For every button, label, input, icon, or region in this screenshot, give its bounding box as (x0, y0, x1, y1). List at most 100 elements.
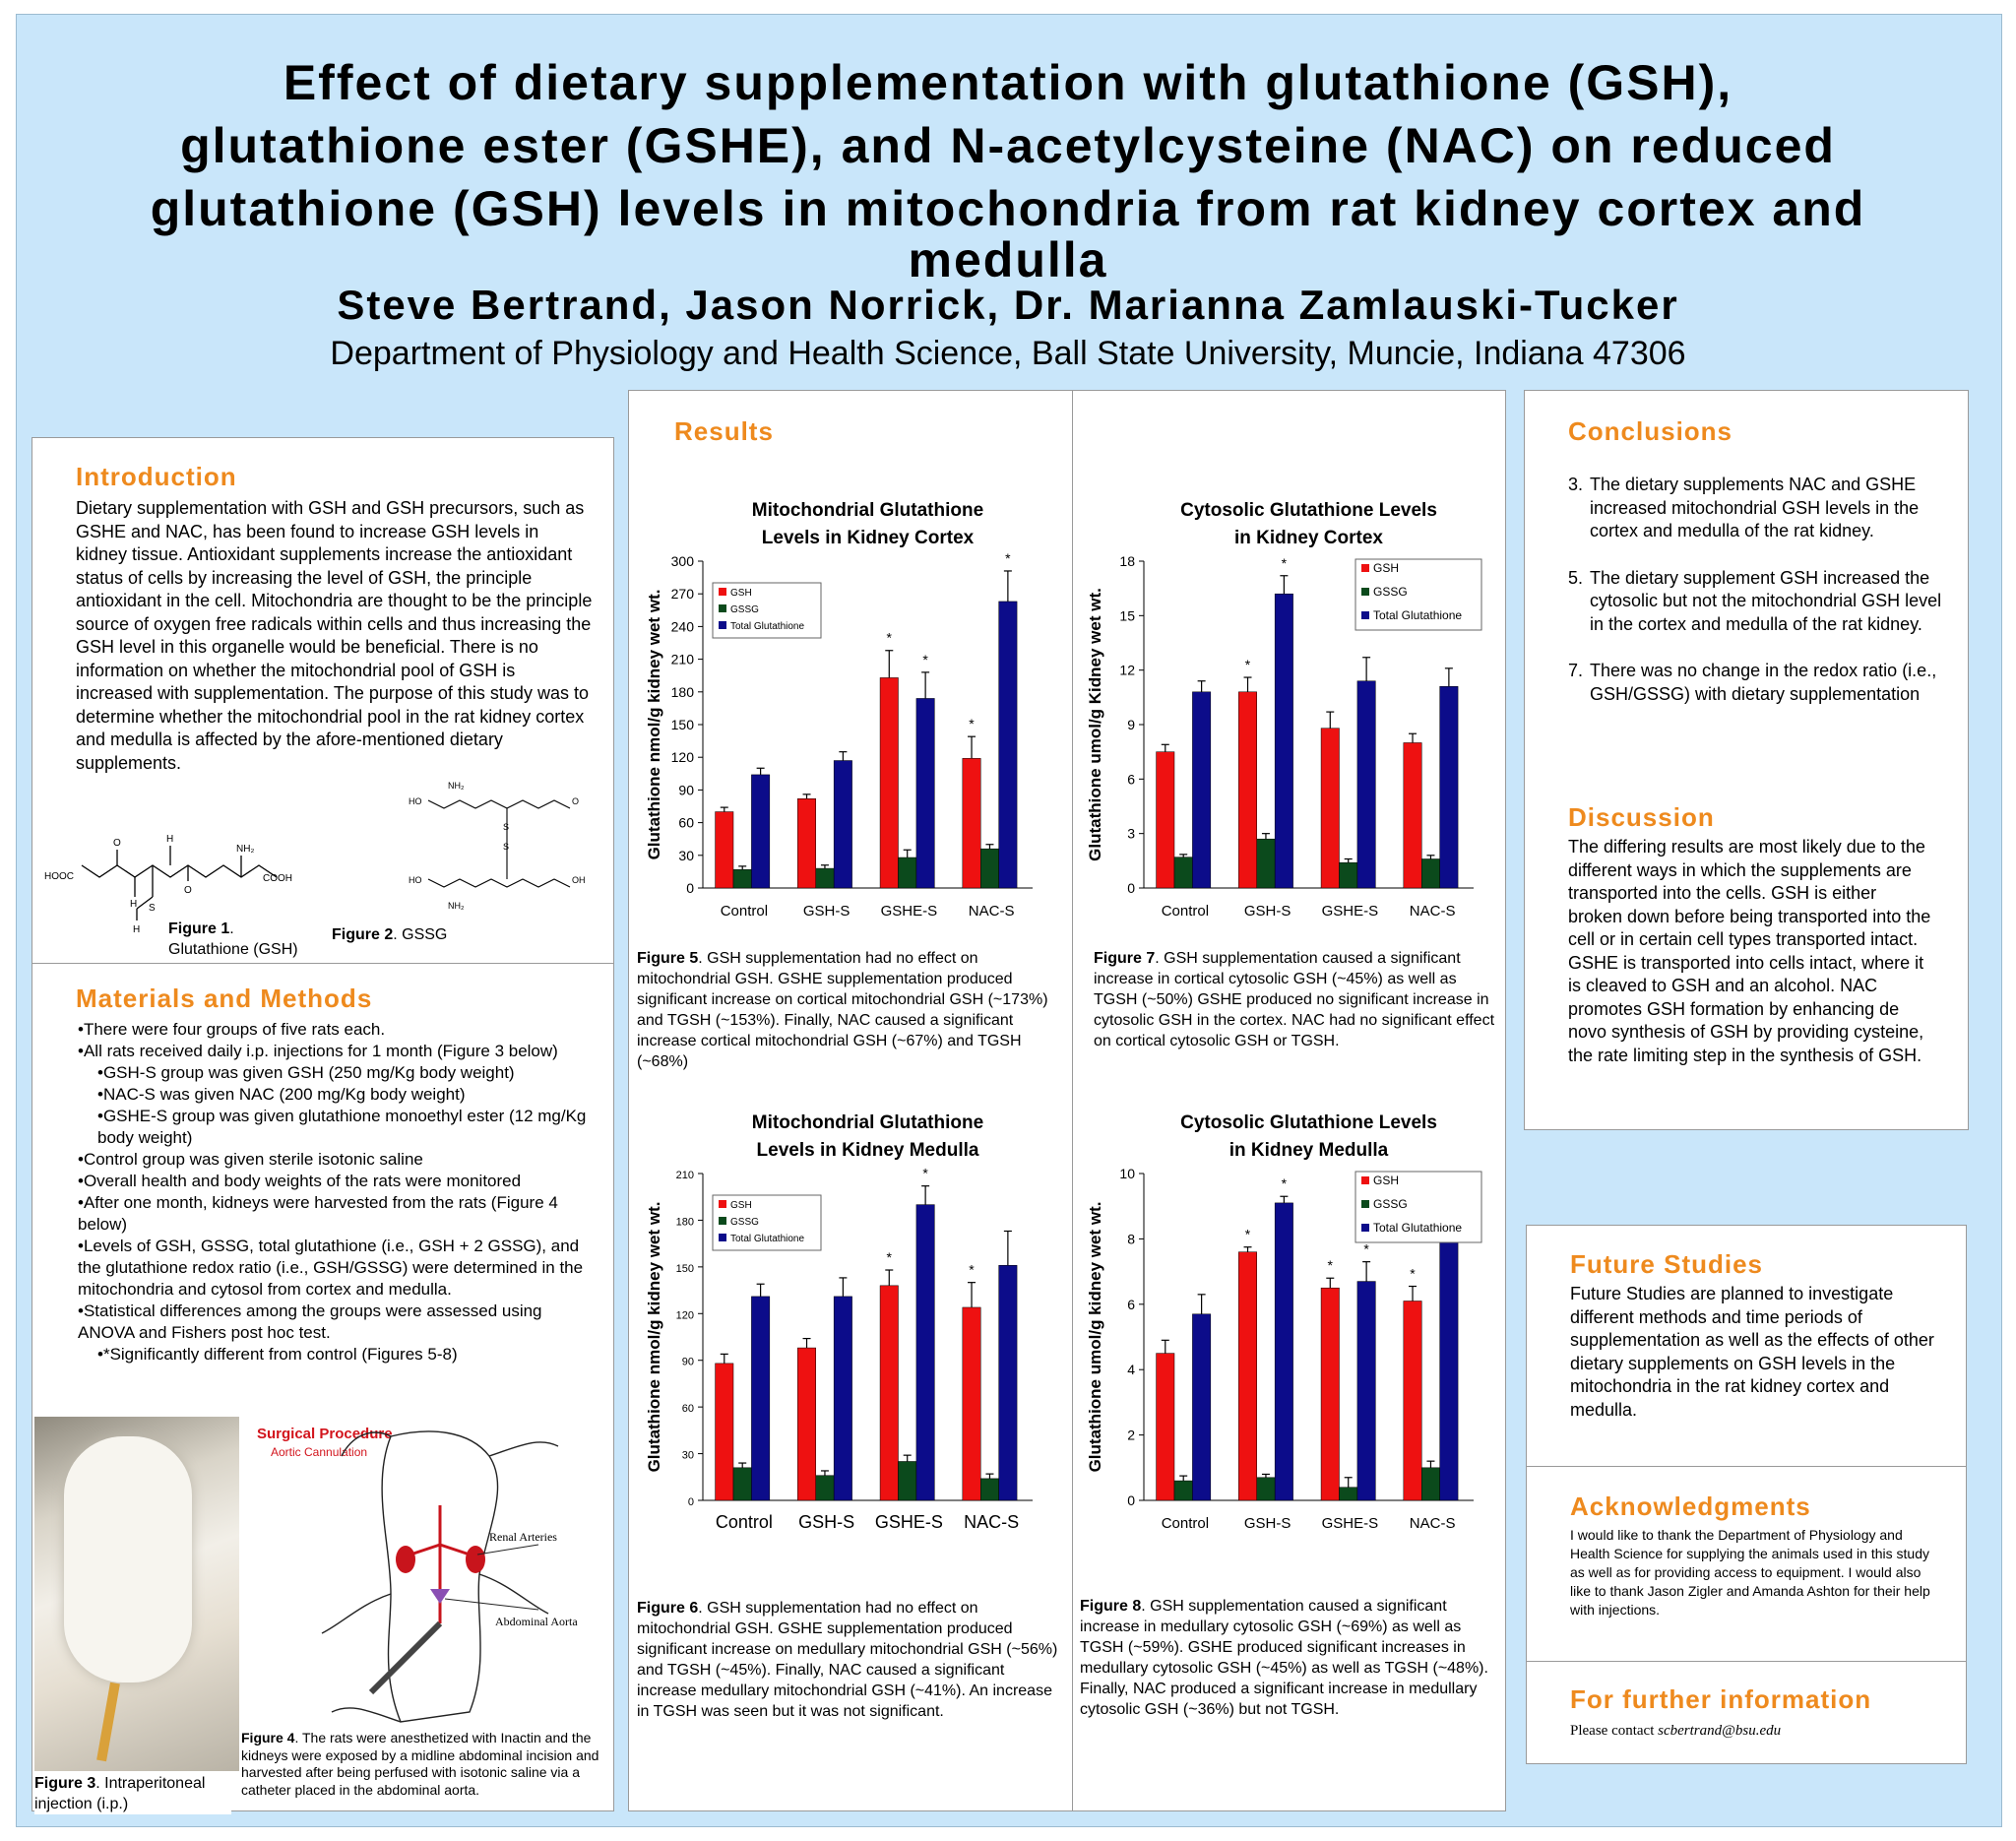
bar (1356, 1281, 1376, 1501)
title-line: glutathione (GSH) levels in mitochondria… (150, 181, 1866, 236)
bar (1156, 751, 1175, 889)
acknowledgments-divider (1527, 1661, 1966, 1662)
conclusion-item: 3. The dietary supplements NAC and GSHE i… (1568, 475, 1920, 540)
significance-marker: * (969, 1262, 975, 1278)
legend-label: Total Glutathione (730, 621, 804, 632)
figure-8-label: Figure 8 (1080, 1598, 1142, 1615)
x-tick-label: NAC-S (1410, 903, 1456, 920)
y-tick-label: 150 (671, 717, 695, 732)
abdominal-aorta-label: Abdominal Aorta (495, 1615, 578, 1628)
y-tick-label: 0 (686, 880, 694, 896)
surgical-title: Surgical Procedure (257, 1426, 393, 1442)
introduction-heading: Introduction (76, 462, 237, 491)
bar (879, 1285, 899, 1501)
legend-swatch (1361, 611, 1369, 619)
conclusion-item: 5. The dietary supplement GSH increased t… (1568, 567, 1942, 634)
bar (833, 1296, 852, 1501)
bar (732, 1467, 752, 1501)
surgical-drawing: Surgical Procedure Aortic Cannulation Re… (257, 1426, 578, 1723)
contact-email[interactable]: scbertrand@bsu.edu (1658, 1723, 1782, 1739)
bar (1403, 1301, 1422, 1501)
title-line: glutathione ester (GSHE), and N-acetylcy… (180, 118, 1836, 173)
legend-label: GSH (730, 588, 752, 599)
y-tick-label: 3 (1127, 826, 1135, 842)
renal-arteries-label: Renal Arteries (489, 1530, 557, 1544)
chart-mito-cortex: Mitochondrial Glutathione Levels in Kidne… (645, 500, 1033, 920)
bar (1439, 686, 1459, 889)
svg-text:HO: HO (409, 875, 422, 885)
acknowledgments-text: I would like to thank the Department of … (1570, 1527, 1930, 1618)
significance-marker: * (887, 1249, 893, 1265)
department: Department of Physiology and Health Scie… (330, 335, 1686, 372)
x-tick-label: Control (1162, 903, 1209, 920)
future-text: Future Studies are planned to investigat… (1570, 1284, 1934, 1420)
svg-text:H: H (166, 834, 173, 845)
methods-item: •*Significantly different from control (… (97, 1345, 458, 1364)
bar (751, 774, 771, 889)
bar (962, 758, 981, 889)
chart-mito-medulla: Mitochondrial Glutathione Levels in Kidne… (645, 1112, 1033, 1532)
y-axis-label: Glutathione umol/g Kidney wet wt. (1086, 588, 1104, 861)
chart-title: Mitochondrial Glutathione (752, 1112, 983, 1133)
svg-text:H: H (130, 899, 137, 910)
bar (751, 1296, 771, 1501)
figure-6-caption: Figure 6. GSH supplementation had no eff… (637, 1598, 1060, 1722)
x-tick-label: NAC-S (969, 903, 1015, 920)
chart-title: Cytosolic Glutathione Levels (1180, 1112, 1437, 1133)
methods-item: •NAC-S was given NAC (200 mg/Kg body wei… (97, 1085, 466, 1104)
significance-marker: * (1005, 550, 1011, 566)
x-tick-label: GSH-S (803, 903, 850, 920)
chart-cyto-cortex: Cytosolic Glutathione Levels in Kidney Co… (1086, 500, 1482, 920)
conclusions-list: 3. The dietary supplements NAC and GSHE i… (1568, 474, 1957, 706)
chart-title: Levels in Kidney Medulla (757, 1140, 979, 1161)
y-tick-label: 9 (1127, 717, 1135, 732)
y-tick-label: 18 (1119, 553, 1135, 569)
figure-4-label: Figure 4 (241, 1730, 295, 1746)
significance-marker: * (1410, 1266, 1416, 1282)
rat-body (64, 1436, 192, 1682)
introduction-panel: Introduction Dietary supplementation wit… (32, 437, 614, 965)
future-heading: Future Studies (1570, 1249, 1764, 1279)
methods-list: •There were four groups of five rats eac… (78, 1019, 599, 1365)
y-axis-label: Glutathione nmol/g kidney wet wt. (645, 590, 663, 860)
title-line: Effect of dietary supplementation with g… (283, 55, 1733, 110)
bar (1356, 680, 1376, 889)
figure-5-label: Figure 5 (637, 950, 699, 967)
svg-text:O: O (113, 838, 121, 849)
syringe (96, 1682, 120, 1762)
bar (1320, 728, 1340, 889)
svg-text:O: O (184, 885, 192, 896)
y-axis-label: Glutathione nmol/g kidney wet wt. (645, 1202, 663, 1473)
bar (1173, 1480, 1193, 1501)
significance-marker: * (1363, 1241, 1369, 1257)
y-tick-label: 6 (1127, 771, 1135, 787)
x-tick-label: GSH-S (1244, 903, 1292, 920)
future-divider (1527, 1466, 1966, 1467)
bar (915, 1204, 935, 1501)
bar (732, 868, 752, 889)
significance-marker: * (1245, 1227, 1251, 1242)
bar (898, 1461, 917, 1501)
svg-text:NH₂: NH₂ (448, 781, 465, 791)
figure-5-text: . GSH supplementation had no effect on m… (637, 950, 1048, 1070)
bar (1192, 691, 1212, 889)
figure-4-caption: Figure 4. The rats were anesthetized wit… (241, 1730, 605, 1799)
significance-marker: * (887, 630, 893, 646)
figure-1-caption: Figure 1. Glutathione (GSH) (168, 919, 306, 960)
bar (1403, 742, 1422, 889)
legend-label: GSSG (730, 1217, 759, 1228)
bar (1192, 1313, 1212, 1501)
discussion-text: The differing results are most likely du… (1568, 837, 1931, 1065)
title-line: medulla (908, 232, 1108, 287)
injection-photo (34, 1417, 239, 1771)
legend-swatch (719, 1200, 726, 1208)
y-tick-label: 4 (1127, 1362, 1135, 1377)
legend-label: GSSG (730, 604, 759, 615)
svg-text:HOOC: HOOC (44, 871, 74, 882)
bar (833, 760, 852, 889)
y-tick-label: 240 (671, 618, 695, 634)
y-tick-label: 180 (676, 1216, 694, 1228)
y-tick-label: 2 (1127, 1428, 1135, 1443)
legend (1354, 558, 1482, 631)
y-tick-label: 0 (1127, 880, 1135, 896)
